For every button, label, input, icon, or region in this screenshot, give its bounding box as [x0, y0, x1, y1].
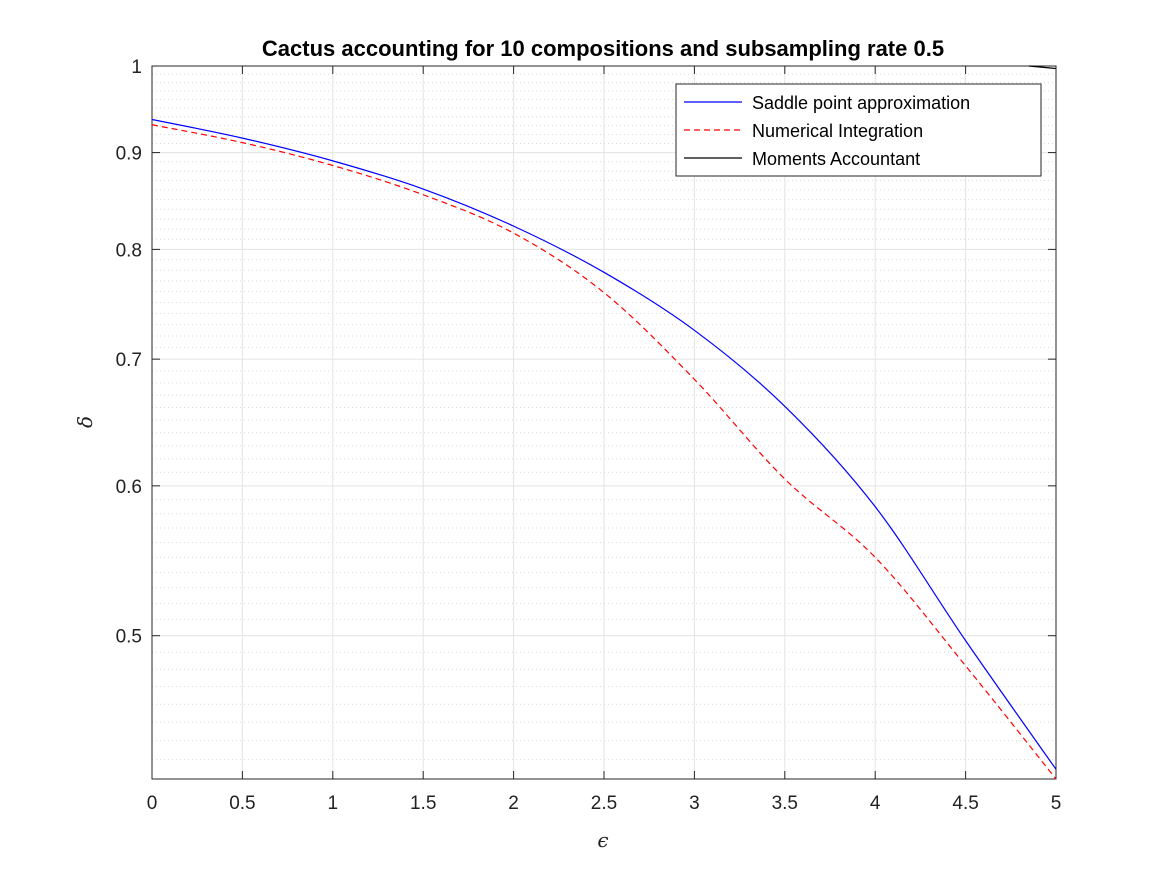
- x-tick-label: 5: [1051, 793, 1062, 814]
- series-layer: [151, 65, 1057, 780]
- series-line-3: [1028, 65, 1057, 70]
- x-axis: 0 0.5 1 1.5 2 2.5 3 3.5 4 4.5 5: [147, 66, 1062, 814]
- x-tick-label: 1: [328, 793, 339, 814]
- grid: [151, 65, 1057, 779]
- series-line-1: [151, 118, 1057, 770]
- x-tick-label: 0.5: [229, 793, 255, 814]
- x-tick-label: 3.5: [772, 793, 798, 814]
- x-tick-label: 4.5: [952, 793, 978, 814]
- y-tick-label: 1: [131, 57, 142, 78]
- legend: Saddle point approximation Numerical Inte…: [675, 83, 1042, 177]
- y-axis-label: δ: [73, 416, 97, 428]
- x-tick-label: 2.5: [591, 793, 617, 814]
- y-tick-label: 0.5: [116, 627, 142, 648]
- x-tick-label: 3: [689, 793, 700, 814]
- legend-label: Moments Accountant: [752, 149, 920, 169]
- y-axis: 0.5 0.6 0.7 0.8 0.9 1: [116, 57, 1056, 648]
- legend-label: Saddle point approximation: [752, 93, 970, 113]
- y-tick-label: 0.8: [116, 240, 142, 261]
- legend-label: Numerical Integration: [752, 121, 923, 141]
- x-tick-label: 2: [508, 793, 519, 814]
- y-tick-label: 0.7: [116, 350, 142, 371]
- x-axis-label: ϵ: [597, 828, 608, 852]
- chart-title: Cactus accounting for 10 compositions an…: [262, 36, 944, 61]
- y-tick-label: 0.9: [116, 144, 142, 165]
- y-tick-label: 0.6: [116, 477, 142, 498]
- x-tick-label: 4: [870, 793, 881, 814]
- x-tick-label: 0: [147, 793, 158, 814]
- series-line-2: [151, 124, 1057, 780]
- x-tick-label: 1.5: [410, 793, 436, 814]
